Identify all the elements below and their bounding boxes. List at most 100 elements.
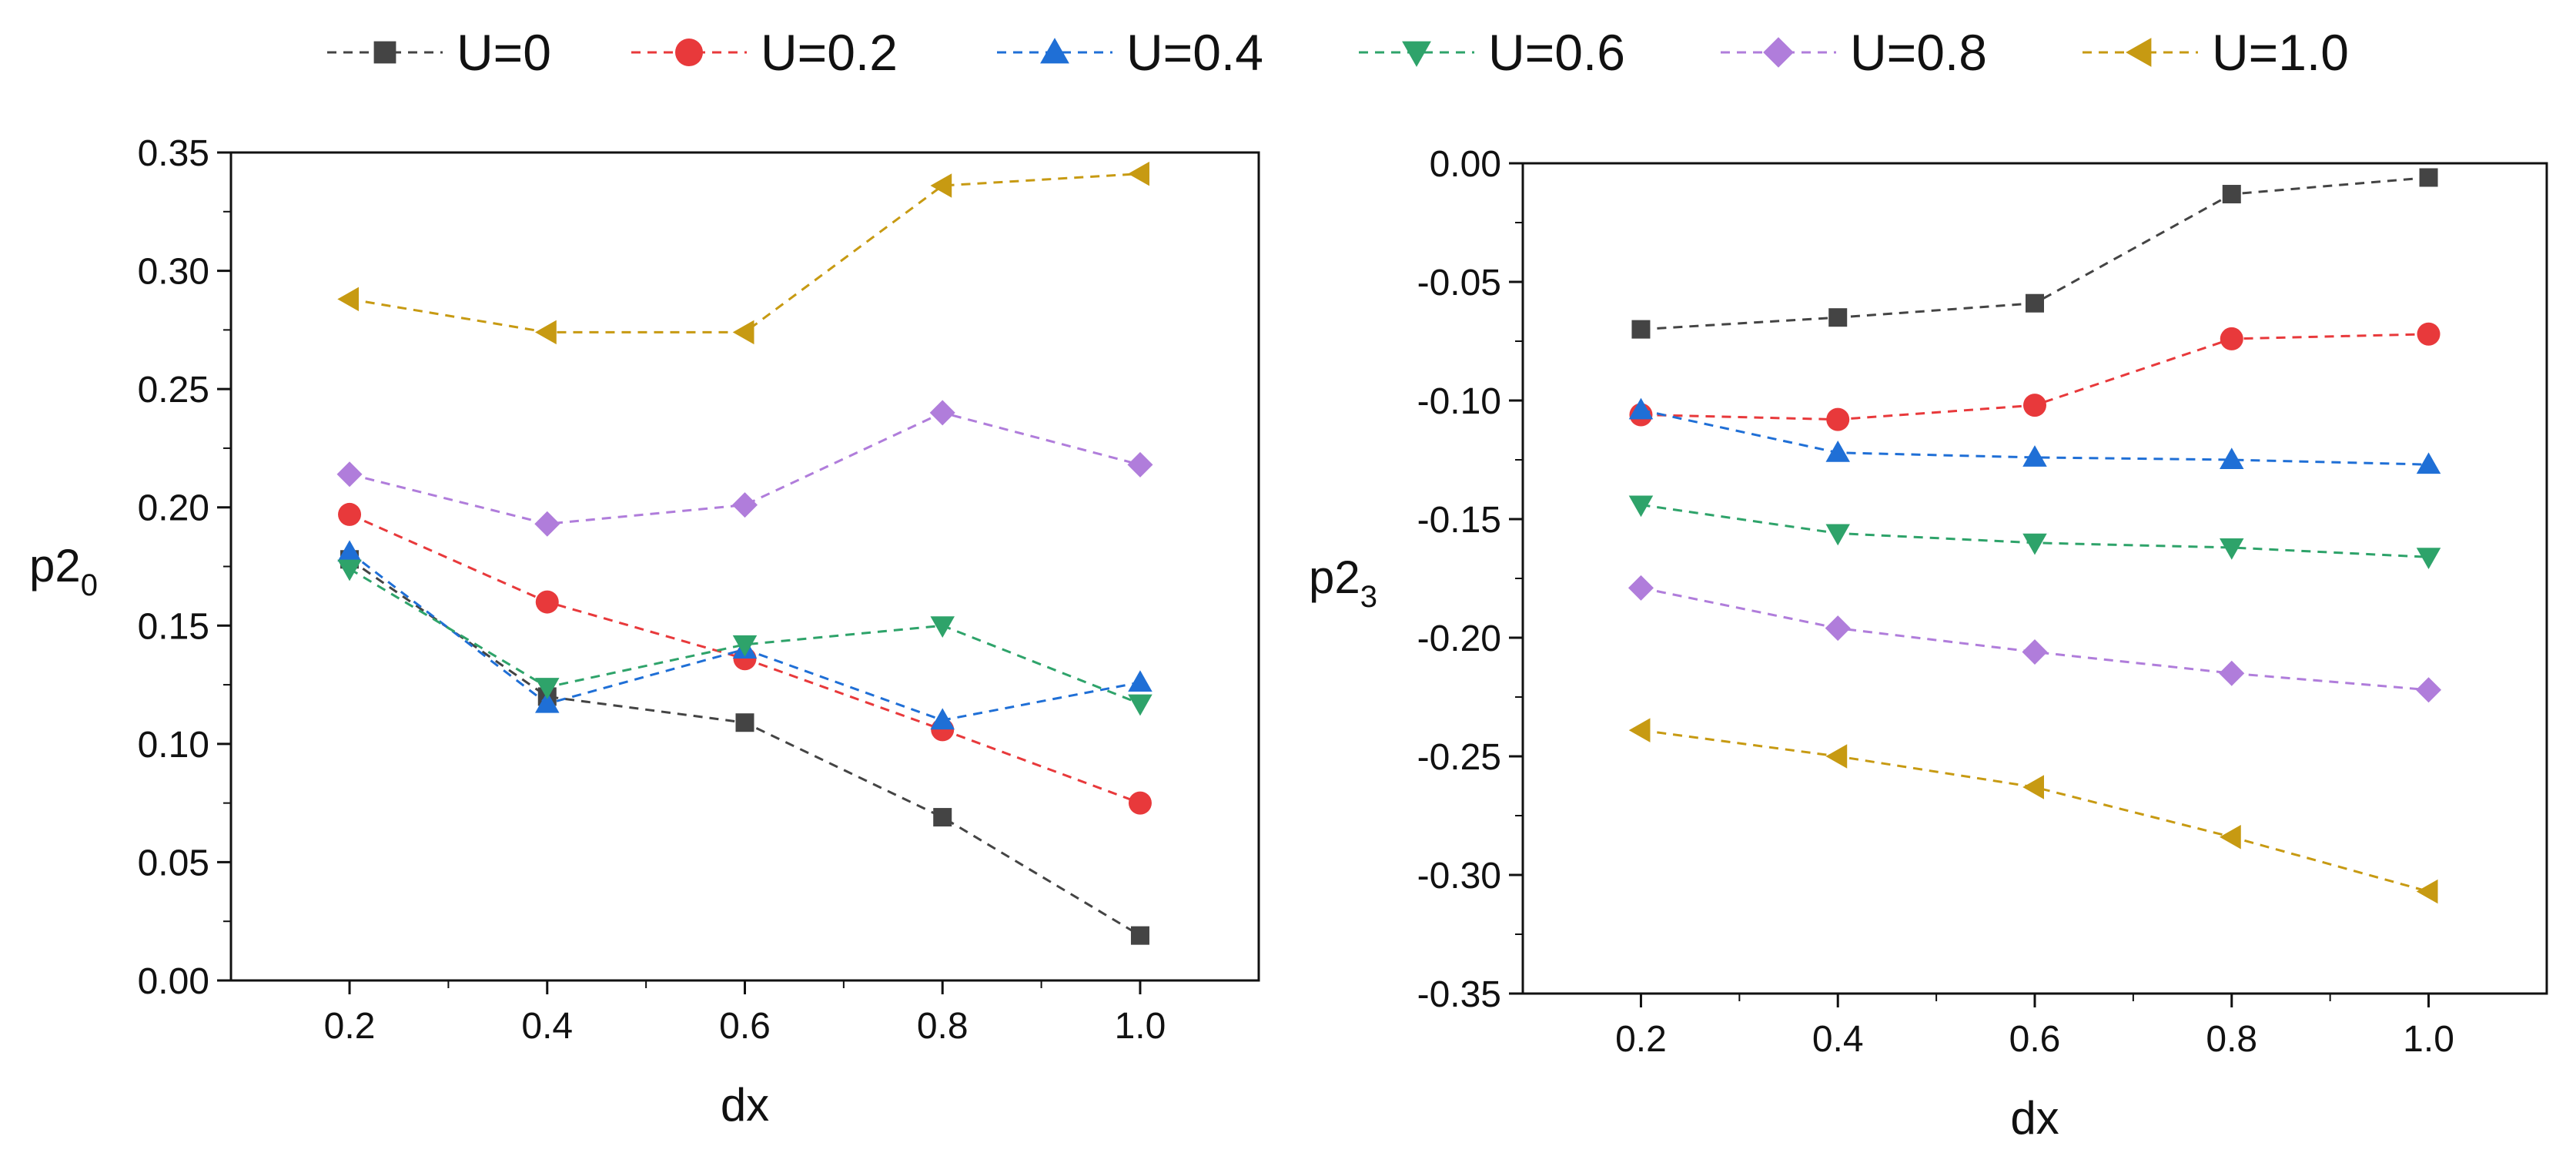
legend-marker-4 <box>1763 37 1794 68</box>
y-tick-label: -0.10 <box>1417 381 1501 422</box>
data-point <box>933 808 952 827</box>
data-point <box>732 492 758 518</box>
y-tick-label: 0.10 <box>138 725 209 766</box>
series-3 <box>337 559 1153 716</box>
x-axis: 0.2 0.4 0.6 0.8 1.0 <box>324 980 1166 1047</box>
data-point <box>535 678 560 699</box>
legend-item-0: U=0 <box>327 24 551 81</box>
series-line-5 <box>349 173 1141 333</box>
data-point <box>2220 824 2241 850</box>
chart-p2-0: 0.2 0.4 0.6 0.8 1.00.000.050.100.150.200.250… <box>29 133 1260 1131</box>
data-point <box>2219 660 2245 686</box>
y-tick-label: -0.35 <box>1417 974 1501 1015</box>
legend: U=0 U=0.2 U=0.4 U=0.6 U=0.8 U=1.0 <box>327 24 2349 81</box>
y-axis-label-subscript: 0 <box>81 568 98 602</box>
chart-p2-3: 0.2 0.4 0.6 0.8 1.0 0.00 -0.05 -0.10 -0.15 -0.20 -… <box>1309 144 2548 1144</box>
data-point <box>1828 308 1848 327</box>
data-point <box>2022 533 2047 555</box>
data-point <box>535 691 560 713</box>
data-point <box>1628 575 1654 601</box>
legend-label-2: U=0.4 <box>1126 24 1263 81</box>
legend-marker-1 <box>675 39 703 66</box>
data-point <box>1128 694 1153 716</box>
data-point <box>930 616 955 638</box>
series-3 <box>1628 495 2441 570</box>
legend-item-2: U=0.4 <box>997 24 1263 81</box>
series-0 <box>340 550 1149 945</box>
x-axis: 0.2 0.4 0.6 0.8 1.0 <box>1615 994 2454 1060</box>
y-tick-label: 0.30 <box>138 252 209 293</box>
data-point <box>2416 879 2438 904</box>
data-point <box>732 320 754 345</box>
x-tick-label: 0.6 <box>719 1006 771 1047</box>
y-axis-label-subscript: 3 <box>1360 580 1377 614</box>
y-tick-label: -0.30 <box>1417 856 1501 897</box>
data-point <box>1825 524 1850 546</box>
data-point <box>930 173 952 198</box>
y-tick-label: 0.25 <box>138 370 209 411</box>
data-point <box>2416 452 2441 474</box>
plot-frame <box>1521 162 2548 995</box>
data-point <box>2419 168 2438 187</box>
series-line-5 <box>1641 729 2429 893</box>
y-tick-label: 0.00 <box>1430 144 1501 185</box>
legend-label-4: U=0.8 <box>1850 24 1987 81</box>
data-point <box>535 320 557 345</box>
legend-item-4: U=0.8 <box>1721 24 1987 81</box>
data-point <box>1825 615 1851 642</box>
y-tick-label: -0.25 <box>1417 737 1501 778</box>
legend-marker-0 <box>373 41 396 64</box>
data-point <box>2022 638 2048 665</box>
series-1 <box>1629 322 2441 431</box>
y-tick-label: 0.35 <box>138 133 209 174</box>
y-axis: 0.00 0.05 0.10 0.15 0.20 0.25 0.30 0.35 <box>138 133 231 1002</box>
data-point <box>1127 451 1153 478</box>
y-axis-label: p20 <box>29 540 98 602</box>
x-tick-label: 1.0 <box>1115 1006 1166 1047</box>
data-point <box>1130 926 1149 945</box>
legend-label-3: U=0.6 <box>1488 24 1625 81</box>
x-tick-label: 0.4 <box>1812 1019 1864 1060</box>
data-point <box>1825 441 1850 462</box>
data-point <box>336 461 363 488</box>
data-point <box>2026 293 2044 313</box>
x-tick-label: 1.0 <box>2403 1019 2454 1060</box>
y-tick-label: -0.15 <box>1417 500 1501 541</box>
data-point <box>2022 775 2044 799</box>
data-point <box>2220 538 2244 560</box>
x-tick-label: 0.4 <box>521 1006 573 1047</box>
y-axis-label: p23 <box>1309 551 1377 614</box>
data-point <box>930 708 955 730</box>
y-axis: 0.00 -0.05 -0.10 -0.15 -0.20 -0.25 -0.30 -0.35 <box>1417 144 1523 1015</box>
data-point <box>2416 548 2441 570</box>
x-tick-label: 0.8 <box>917 1006 969 1047</box>
x-tick-label: 0.6 <box>2009 1019 2061 1060</box>
series-line-3 <box>349 568 1141 706</box>
y-tick-label: -0.05 <box>1417 263 1501 303</box>
data-point <box>2220 447 2244 469</box>
series-4 <box>336 400 1153 537</box>
legend-item-1: U=0.2 <box>631 24 898 81</box>
series-2 <box>1628 397 2441 474</box>
data-point <box>534 511 560 537</box>
data-point <box>1128 670 1153 692</box>
data-point <box>1628 718 1651 742</box>
legend-item-5: U=1.0 <box>2083 24 2349 81</box>
data-point <box>1825 744 1848 769</box>
legend-marker-3 <box>1402 41 1431 67</box>
data-point <box>2416 677 2442 703</box>
y-tick-label: 0.00 <box>138 961 209 1002</box>
series-line-4 <box>349 411 1141 525</box>
data-point <box>535 590 559 614</box>
series-line-4 <box>1641 586 2429 692</box>
data-point <box>929 400 955 426</box>
series-5 <box>1628 718 2438 904</box>
legend-label-0: U=0 <box>457 24 551 81</box>
y-tick-label: 0.15 <box>138 606 209 647</box>
x-axis-label: dx <box>721 1079 769 1131</box>
y-axis-label-main: p2 <box>29 540 81 592</box>
y-axis-label-main: p2 <box>1309 551 1360 603</box>
data-point <box>337 559 362 582</box>
data-point <box>2220 327 2243 350</box>
